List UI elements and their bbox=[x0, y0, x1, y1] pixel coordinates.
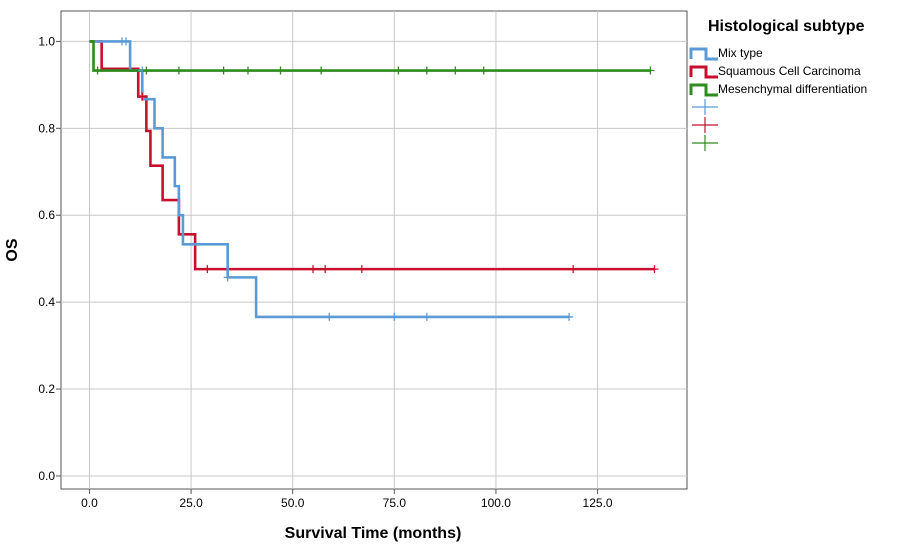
censor-mark bbox=[138, 92, 147, 101]
legend-censor-swatch bbox=[692, 117, 718, 133]
x-tick-label: 25.0 bbox=[179, 496, 203, 510]
legend-censor-swatch bbox=[692, 135, 718, 151]
y-tick-label: 1.0 bbox=[38, 34, 55, 48]
censor-mark bbox=[174, 66, 183, 75]
x-axis-ticks: 0.0 25.0 50.0 75.0 100.0 125.0 bbox=[81, 489, 613, 510]
grid-lines bbox=[61, 11, 687, 489]
censor-mark bbox=[223, 273, 232, 282]
censor-mark bbox=[422, 312, 431, 321]
x-tick-label: 125.0 bbox=[583, 496, 613, 510]
censor-mark bbox=[565, 312, 574, 321]
legend-title: Histological subtype bbox=[708, 18, 865, 35]
y-tick-label: 0.2 bbox=[38, 382, 55, 396]
legend-line-swatch bbox=[689, 83, 718, 97]
censor-mark bbox=[394, 66, 403, 75]
y-tick-label: 0.6 bbox=[38, 208, 55, 222]
censor-mark bbox=[243, 66, 252, 75]
censor-mark bbox=[276, 66, 285, 75]
censor-mark bbox=[451, 66, 460, 75]
censor-mark bbox=[390, 312, 399, 321]
x-tick-label: 100.0 bbox=[481, 496, 511, 510]
y-tick-label: 0.0 bbox=[38, 469, 55, 483]
censor-mark bbox=[569, 265, 578, 274]
legend-label: Mix type bbox=[718, 46, 763, 60]
plot-area bbox=[60, 10, 688, 490]
series-line-0 bbox=[89, 40, 570, 319]
censor-marks bbox=[93, 37, 659, 321]
censor-mark bbox=[317, 66, 326, 75]
legend-censor-swatch bbox=[692, 99, 718, 115]
legend-line-swatch bbox=[689, 47, 718, 61]
legend-line-swatch bbox=[689, 65, 718, 79]
legend-label: Squamous Cell Carcinoma bbox=[718, 64, 861, 78]
censor-mark bbox=[122, 37, 131, 46]
censor-mark bbox=[321, 265, 330, 274]
y-tick-label: 0.4 bbox=[38, 295, 55, 309]
x-tick-label: 50.0 bbox=[281, 496, 305, 510]
legend: Histological subtype Mix type Squamous Ce… bbox=[689, 18, 867, 151]
x-axis-title: Survival Time (months) bbox=[285, 525, 462, 542]
series-line-2 bbox=[89, 40, 651, 72]
censor-mark bbox=[646, 66, 655, 75]
censor-mark bbox=[219, 66, 228, 75]
censor-mark bbox=[357, 265, 366, 274]
y-axis-ticks: 0.0 0.2 0.4 0.6 0.8 1.0 bbox=[38, 34, 61, 483]
y-axis-title: OS bbox=[4, 238, 21, 261]
censor-mark bbox=[309, 265, 318, 274]
survival-curves bbox=[89, 40, 655, 319]
censor-mark bbox=[93, 66, 102, 75]
censor-mark bbox=[479, 66, 488, 75]
censor-mark bbox=[650, 265, 659, 274]
legend-label: Mesenchymal differentiation bbox=[718, 82, 867, 96]
series-line-1 bbox=[89, 40, 655, 271]
y-tick-label: 0.8 bbox=[38, 121, 55, 135]
censor-mark bbox=[142, 66, 151, 75]
x-tick-label: 0.0 bbox=[81, 496, 98, 510]
censor-mark bbox=[203, 265, 212, 274]
censor-mark bbox=[325, 312, 334, 321]
censor-mark bbox=[422, 66, 431, 75]
x-tick-label: 75.0 bbox=[383, 496, 407, 510]
